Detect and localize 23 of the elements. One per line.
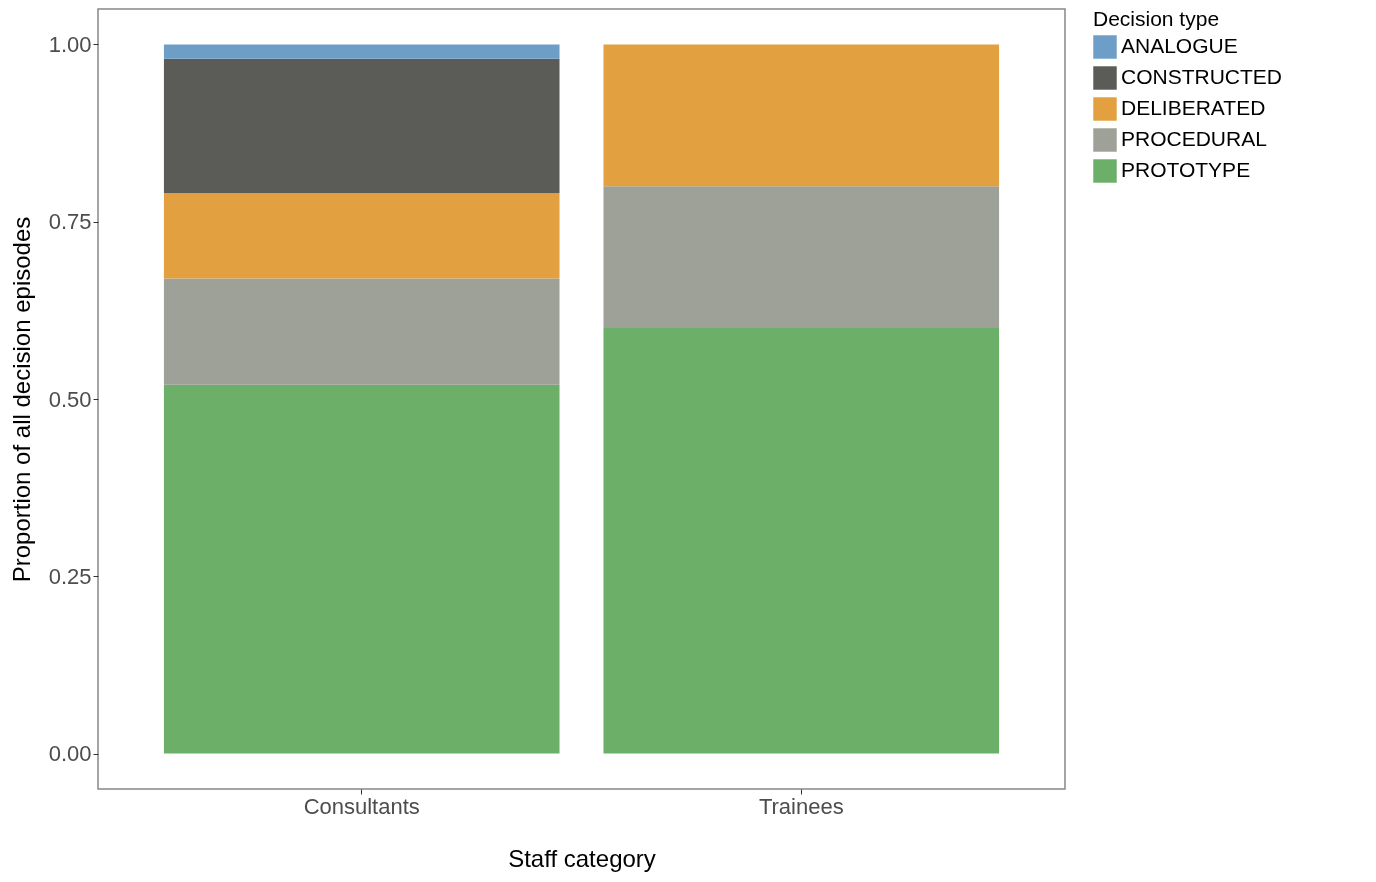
y-tick-label: 0.50 bbox=[48, 386, 92, 412]
bar bbox=[603, 186, 1000, 329]
bar bbox=[603, 328, 1000, 754]
x-tick-label: Trainees bbox=[758, 793, 844, 819]
legend-label: DELIBERATED bbox=[1121, 96, 1266, 119]
legend-label: ANALOGUE bbox=[1121, 34, 1238, 57]
y-tick-label: 0.25 bbox=[48, 563, 92, 589]
y-tick-label: 0.00 bbox=[48, 741, 92, 767]
bar bbox=[163, 193, 560, 279]
x-tick-label: Consultants bbox=[303, 793, 420, 819]
y-axis-title: Proportion of all decision episodes bbox=[7, 216, 35, 583]
legend-label: PROTOTYPE bbox=[1121, 158, 1251, 181]
legend-title: Decision type bbox=[1093, 7, 1220, 30]
bar bbox=[603, 44, 1000, 187]
y-tick-label: 0.75 bbox=[48, 209, 92, 235]
bar bbox=[163, 58, 560, 194]
x-axis-title: Staff category bbox=[508, 844, 656, 872]
bar bbox=[163, 278, 560, 385]
legend-label: CONSTRUCTED bbox=[1121, 65, 1282, 88]
bar bbox=[163, 384, 560, 754]
bar bbox=[163, 44, 560, 59]
legend-label: PROCEDURAL bbox=[1121, 127, 1267, 150]
y-tick-label: 1.00 bbox=[48, 31, 92, 57]
